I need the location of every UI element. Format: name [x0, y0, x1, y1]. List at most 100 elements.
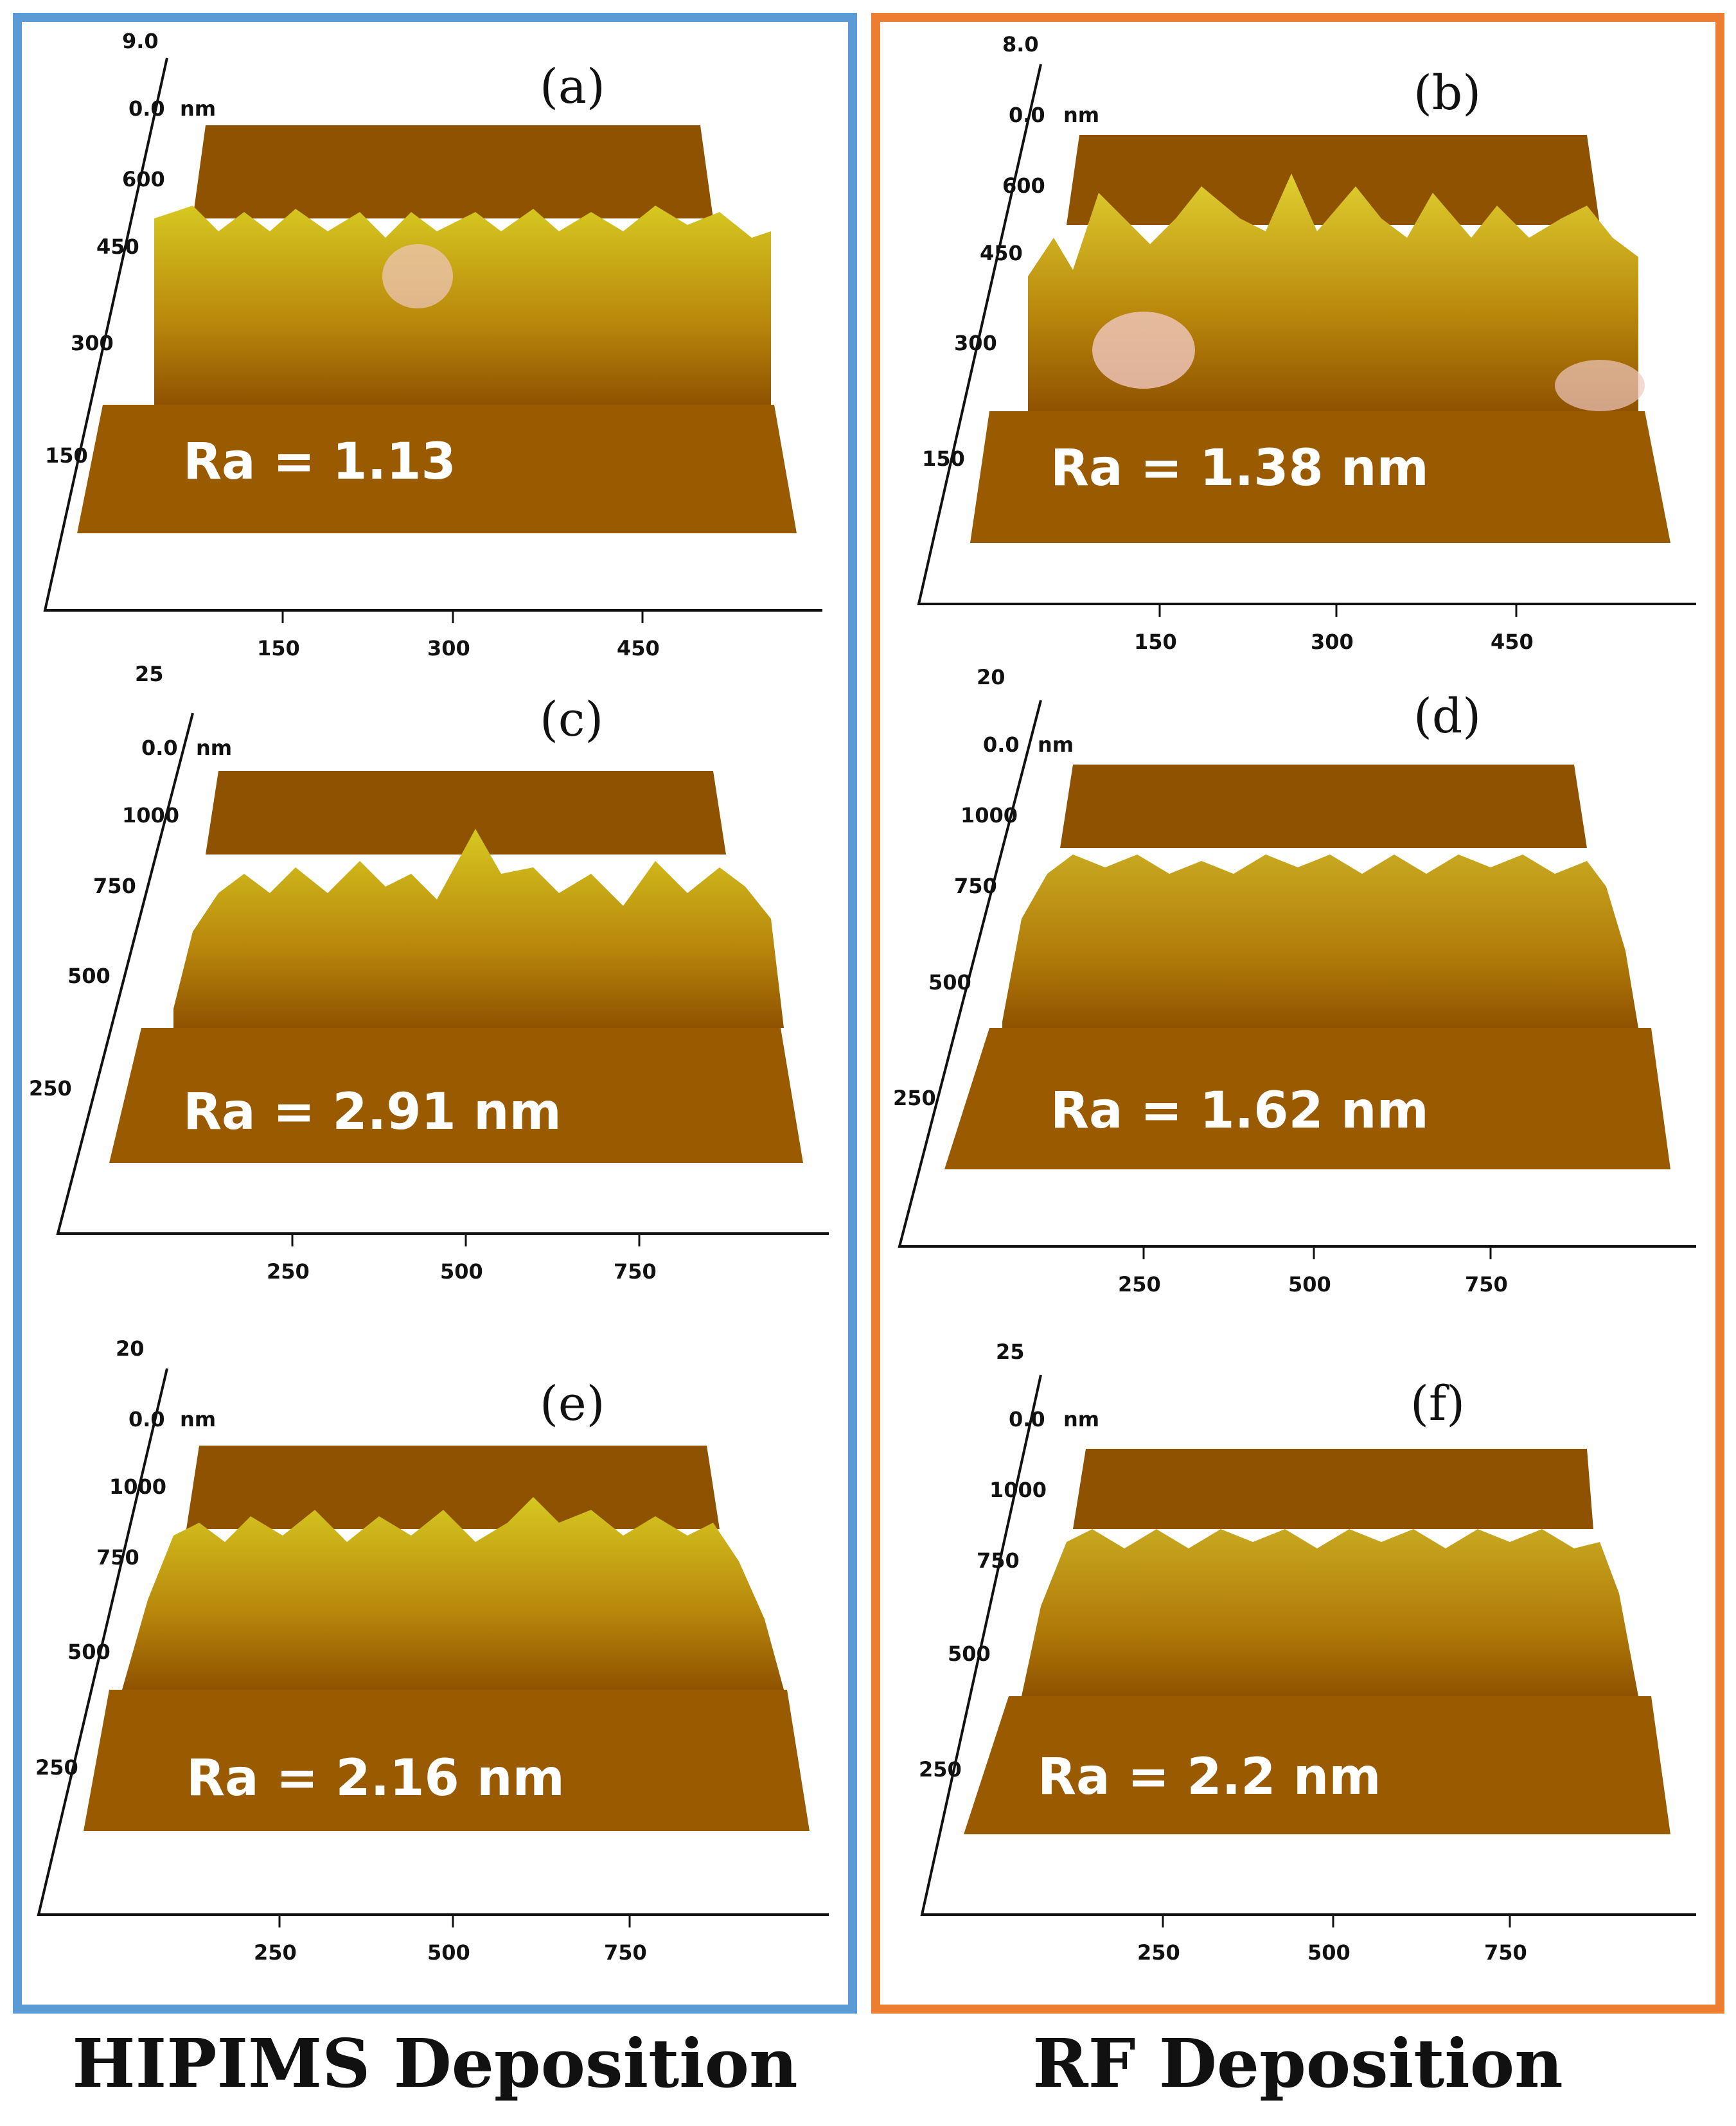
y-tick-label: 500 — [928, 970, 971, 995]
front-plateau — [109, 1028, 803, 1163]
front-plateau — [964, 1696, 1670, 1834]
back-plateau — [206, 771, 726, 855]
front-plateau — [77, 405, 797, 533]
y-tick-label: 1000 — [989, 1478, 1047, 1502]
y-tick-label: 300 — [71, 331, 114, 355]
panel-letter: (c) — [540, 692, 603, 747]
y-tick-label: 250 — [29, 1076, 72, 1101]
y-tick-label: 250 — [919, 1757, 962, 1782]
surface-peak — [382, 244, 453, 308]
x-tick-label: 500 — [440, 1259, 483, 1284]
x-tick-label: 750 — [1465, 1272, 1508, 1297]
y-tick-label: 1000 — [122, 803, 179, 828]
back-plateau — [193, 125, 713, 218]
z-max-label: 20 — [977, 665, 1005, 689]
x-tick-label: 250 — [1118, 1272, 1161, 1297]
panel-letter: (a) — [540, 59, 605, 114]
y-tick-label: 250 — [893, 1086, 936, 1110]
z-unit-label: nm — [180, 1407, 216, 1431]
roughness-label: Ra = 1.38 nm — [1050, 439, 1429, 497]
z-max-label: 9.0 — [122, 29, 159, 53]
z-zero-label: 0.0 — [128, 96, 165, 121]
afm-panel-c: Ra = 2.91 nm (c) 25 0.0 nm 1000 750 500 … — [26, 662, 838, 1304]
z-zero-label: 0.0 — [128, 1407, 165, 1431]
x-tick-label: 500 — [1307, 1940, 1351, 1965]
panel-letter: (e) — [540, 1376, 605, 1431]
afm-panel-b: Ra = 1.38 nm (b) 8.0 0.0 nm 600 450 300 … — [893, 26, 1705, 668]
x-tick-label: 250 — [267, 1259, 310, 1284]
x-tick-label: 300 — [427, 636, 470, 660]
surface-texture — [173, 829, 784, 1028]
panel-letter: (d) — [1413, 689, 1481, 744]
back-plateau — [186, 1446, 720, 1529]
x-tick-label: 500 — [427, 1940, 470, 1965]
afm-panel-a: Ra = 1.13 (a) 9.0 0.0 nm 600 450 300 150… — [26, 19, 838, 662]
afm-panel-d: Ra = 1.62 nm (d) 20 0.0 nm 1000 750 500 … — [893, 662, 1705, 1304]
y-tick-label: 450 — [980, 241, 1023, 265]
x-tick-label: 450 — [1491, 630, 1534, 654]
roughness-label: Ra = 1.13 — [183, 433, 456, 491]
x-tick-label: 750 — [614, 1259, 657, 1284]
z-unit-label: nm — [1063, 1407, 1099, 1431]
y-tick-label: 500 — [948, 1642, 991, 1666]
z-max-label: 8.0 — [1002, 32, 1039, 57]
y-tick-label: 1000 — [961, 803, 1018, 828]
surface-texture — [122, 1497, 784, 1690]
z-unit-label: nm — [196, 736, 232, 760]
roughness-label: Ra = 2.16 nm — [186, 1750, 565, 1807]
front-plateau — [970, 411, 1670, 543]
x-tick-label: 750 — [604, 1940, 647, 1965]
surface-texture — [1002, 855, 1638, 1028]
z-unit-label: nm — [180, 96, 216, 121]
y-tick-label: 500 — [67, 964, 111, 988]
y-tick-label: 750 — [977, 1548, 1020, 1573]
surface-peak — [1092, 312, 1195, 389]
y-tick-label: 450 — [96, 235, 139, 259]
y-tick-label: 500 — [67, 1640, 111, 1664]
surface-texture — [1022, 1529, 1638, 1696]
z-zero-label: 0.0 — [1009, 1407, 1045, 1431]
surface-peak — [1555, 360, 1645, 411]
hipims-group-frame — [13, 13, 857, 2014]
back-plateau — [1067, 135, 1600, 225]
y-tick-label: 750 — [96, 1545, 139, 1570]
roughness-label: Ra = 1.62 nm — [1050, 1082, 1429, 1140]
z-max-label: 25 — [135, 662, 164, 686]
front-plateau — [84, 1690, 810, 1831]
x-tick-label: 150 — [257, 636, 300, 660]
z-zero-label: 0.0 — [141, 736, 178, 760]
front-plateau — [944, 1028, 1670, 1169]
x-tick-label: 450 — [617, 636, 660, 660]
y-tick-label: 750 — [93, 874, 136, 898]
z-zero-label: 0.0 — [1009, 103, 1045, 127]
roughness-label: Ra = 2.91 nm — [183, 1083, 562, 1141]
z-max-label: 25 — [996, 1340, 1025, 1364]
afm-panel-f: Ra = 2.2 nm (f) 25 0.0 nm 1000 750 500 2… — [893, 1336, 1705, 1979]
y-tick-label: 150 — [45, 443, 88, 468]
back-plateau — [1073, 1449, 1593, 1529]
roughness-label: Ra = 2.2 nm — [1038, 1748, 1381, 1806]
z-max-label: 20 — [116, 1336, 145, 1361]
panel-letter: (b) — [1413, 66, 1481, 121]
panel-letter: (f) — [1410, 1376, 1465, 1431]
rf-caption: RF Deposition — [1032, 2024, 1563, 2103]
y-tick-label: 300 — [954, 331, 997, 355]
y-tick-label: 750 — [954, 874, 997, 898]
y-tick-label: 600 — [122, 167, 165, 191]
x-tick-label: 500 — [1288, 1272, 1331, 1297]
y-tick-label: 600 — [1002, 173, 1045, 198]
y-tick-label: 250 — [35, 1755, 78, 1780]
surface-texture — [154, 206, 771, 405]
hipims-caption: HIPIMS Deposition — [72, 2024, 798, 2103]
axis-frame — [43, 57, 822, 612]
x-tick-label: 300 — [1311, 630, 1354, 654]
x-tick-label: 750 — [1484, 1940, 1527, 1965]
z-unit-label: nm — [1063, 103, 1099, 127]
y-tick-label: 1000 — [109, 1475, 166, 1499]
x-tick-label: 250 — [1137, 1940, 1180, 1965]
z-unit-label: nm — [1038, 732, 1074, 757]
afm-panel-e: Ra = 2.16 nm (e) 20 0.0 nm 1000 750 500 … — [26, 1330, 838, 1972]
z-zero-label: 0.0 — [983, 732, 1020, 757]
x-tick-label: 250 — [254, 1940, 297, 1965]
back-plateau — [1060, 765, 1587, 848]
